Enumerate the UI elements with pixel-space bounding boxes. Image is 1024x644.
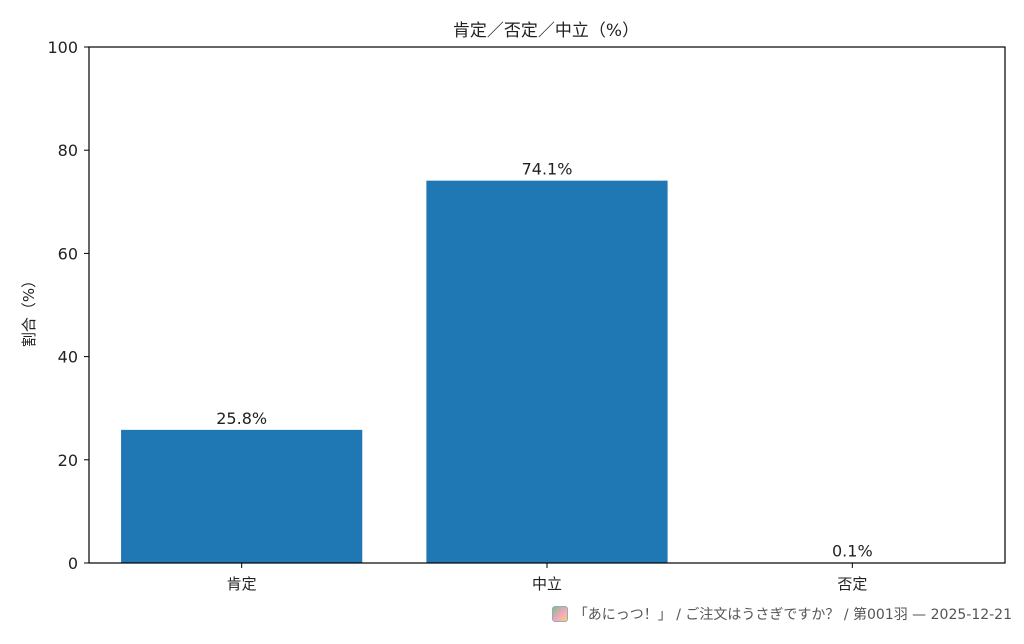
bar-value-label-2: 0.1%	[832, 541, 873, 560]
footer: 「あにっつ！」 / ご注文はうさぎですか？ / 第001羽 — 2025-12-…	[551, 603, 1012, 625]
bar-1	[426, 180, 668, 564]
bar-value-label-1: 74.1%	[522, 160, 573, 179]
x-tick-label-0: 肯定	[227, 575, 257, 593]
anime-logo-icon	[551, 606, 568, 622]
y-tick-label-1: 20	[58, 451, 78, 470]
bar-value-label-0: 25.8%	[216, 409, 267, 428]
y-tick-label-0: 0	[68, 554, 78, 573]
plot-frame	[88, 46, 1006, 564]
bar-0	[121, 429, 363, 563]
x-tick-label-1: 中立	[532, 575, 562, 593]
x-tick-label-2: 否定	[837, 575, 867, 593]
footer-text: 「あにっつ！」 / ご注文はうさぎですか？ / 第001羽 — 2025-12-…	[573, 607, 1012, 623]
y-tick-label-3: 60	[58, 244, 78, 263]
y-tick-label-5: 100	[47, 38, 78, 57]
y-tick-label-2: 40	[58, 348, 78, 367]
plot-area: 25.8% 肯定 74.1% 中立 0.1% 否定 0 20 40 60 80 100	[47, 38, 1006, 593]
y-tick-label-4: 80	[58, 141, 78, 160]
chart-title: 肯定／否定／中立（%）	[453, 21, 639, 41]
y-axis-label: 割合（%）	[20, 273, 38, 347]
